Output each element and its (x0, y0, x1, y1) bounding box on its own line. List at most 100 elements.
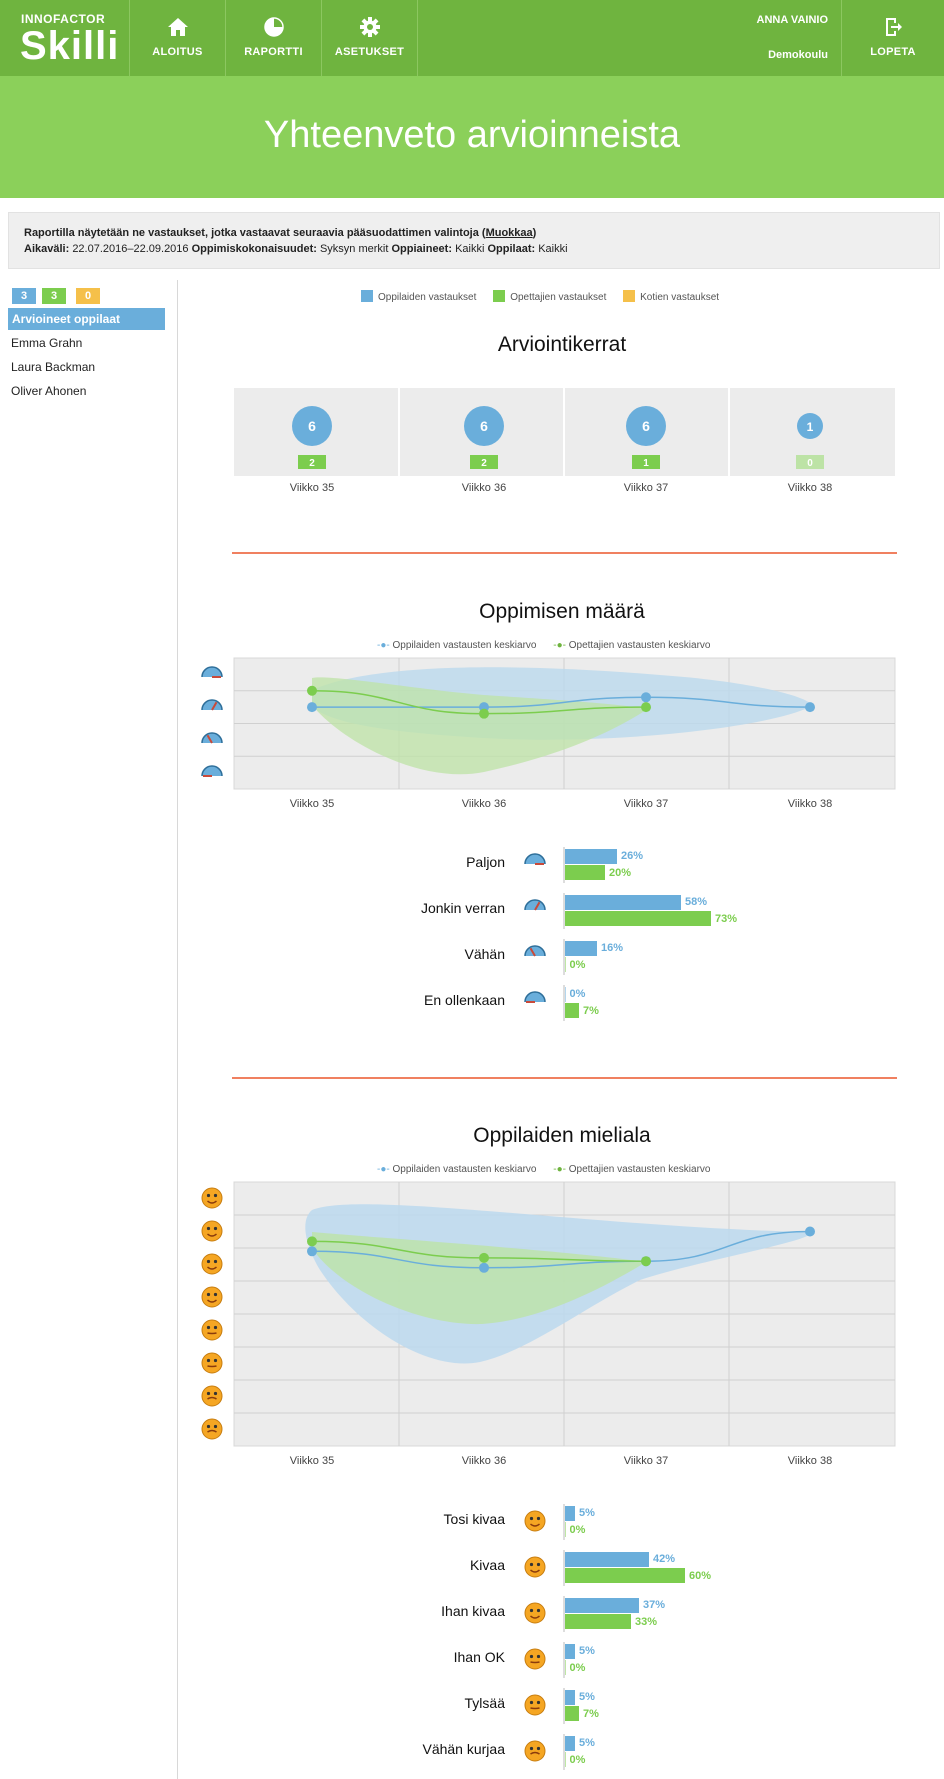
student-average-point (307, 1246, 317, 1257)
sidebar-item-student[interactable]: Emma Grahn (11, 336, 83, 350)
student-session-circle (626, 406, 666, 446)
level-smiley-icon (524, 1648, 546, 1670)
student-average-point (805, 702, 815, 713)
home-icon (167, 18, 188, 36)
nav-settings[interactable]: ASETUKSET (322, 0, 418, 76)
gauge-rim (524, 945, 546, 957)
teacher-bar (565, 1522, 566, 1537)
teacher-session-count: 2 (309, 458, 315, 469)
school-name: Demokoulu (768, 49, 828, 61)
learning-axis-icons (201, 666, 223, 777)
student-session-circle (464, 406, 504, 446)
filter-intro: Raportilla näytetään ne vastaukset, jotk… (24, 227, 486, 239)
line-legend-students[interactable]: -●- Oppilaiden vastausten keskiarvo (377, 640, 536, 651)
mood-smiley-icon (201, 1286, 223, 1308)
student-session-count: 6 (642, 418, 650, 434)
week-label: Viikko 35 (289, 1455, 335, 1467)
student-bar-value: 5% (579, 1645, 595, 1657)
level-smiley-icon (524, 1602, 546, 1624)
smiley-eye (529, 1608, 534, 1613)
period-value: 22.07.2016–22.09.2016 (72, 243, 189, 255)
edit-filter-link[interactable]: Muokkaa (485, 227, 533, 239)
teacher-bar-value: 60% (689, 1570, 711, 1582)
smiley-eye (536, 1608, 541, 1613)
week-label: Viikko 36 (461, 482, 507, 494)
student-count-badge[interactable]: 3 (12, 288, 36, 304)
legend-item-homes[interactable]: Kotien vastaukset (623, 290, 719, 303)
green-line-marker: -●- (553, 1164, 566, 1175)
teacher-average-point (641, 702, 651, 713)
students-label: Oppilaat: (487, 243, 536, 255)
smiley-eye (206, 1259, 211, 1264)
level-smiley-icon (524, 1556, 546, 1578)
nav-report[interactable]: RAPORTTI (226, 0, 322, 76)
student-bar-value: 0% (570, 988, 586, 1000)
sessions-marks: 6 2 6 2 6 1 1 0 (292, 406, 824, 469)
gauge-rim (524, 899, 546, 911)
gauge-rim (201, 765, 223, 777)
teacher-count-badge[interactable]: 3 (42, 288, 66, 304)
smiley-face (201, 1418, 223, 1440)
mood-lines (307, 1226, 815, 1273)
legend-item-teachers[interactable]: Opettajien vastaukset (493, 290, 606, 303)
teacher-bar (565, 865, 605, 880)
student-bar (565, 1644, 575, 1659)
unit-value: Syksyn merkit (319, 243, 389, 255)
mood-line-chart (201, 1181, 896, 1447)
student-bar (565, 1552, 649, 1567)
student-session-circle (292, 406, 332, 446)
sidebar-item-student[interactable]: Laura Backman (11, 360, 96, 374)
nav-home[interactable]: ALOITUS (130, 0, 226, 76)
smiley-face (524, 1556, 546, 1578)
brand-small-text: INNOFACTOR (21, 12, 106, 26)
smiley-face (201, 1385, 223, 1407)
sidebar-item-student[interactable]: Oliver Ahonen (11, 384, 87, 398)
gear-icon (359, 17, 380, 37)
line-legend-students[interactable]: -●- Oppilaiden vastausten keskiarvo (377, 1164, 536, 1175)
level-smiley-icon (524, 1740, 546, 1762)
learning-gauge-icon (201, 765, 223, 777)
teacher-range-band (312, 1232, 646, 1325)
level-label: Vähän (464, 946, 505, 962)
student-bar-value: 37% (643, 1599, 665, 1611)
level-gauge-icon (524, 945, 546, 957)
mood-line-legend: -●- Oppilaiden vastausten keskiarvo -●- … (377, 1164, 710, 1175)
user-name[interactable]: ANNA VAINIO (756, 14, 829, 26)
teacher-session-badge (632, 455, 660, 469)
app-logo[interactable]: INNOFACTOR Skilli (0, 0, 130, 76)
mood-smiley-icon (201, 1253, 223, 1275)
logout-button[interactable]: LOPETA (841, 0, 944, 76)
student-bar-value: 5% (579, 1507, 595, 1519)
legend-item-students[interactable]: Oppilaiden vastaukset (361, 290, 477, 303)
smiley-eye (536, 1746, 541, 1751)
teacher-bar (565, 1752, 566, 1767)
mood-axis-icons (201, 1187, 223, 1440)
week-label: Viikko 37 (623, 482, 669, 494)
teacher-average-point (479, 1252, 489, 1263)
student-bar-value: 5% (579, 1737, 595, 1749)
smiley-mouth (207, 1299, 217, 1303)
level-label: Vähän kurjaa (422, 1741, 505, 1757)
level-label: En ollenkaan (424, 992, 505, 1008)
gauge-rim (201, 666, 223, 678)
nav-home-label: ALOITUS (152, 46, 203, 58)
mood-bar-chart: 5% 0% 42% 60% 37% 33% 5% 0% 5% 7% 5% 0% (524, 1504, 711, 1770)
smiley-eye (206, 1358, 211, 1363)
teacher-average-point (479, 708, 489, 719)
student-session-circle (797, 413, 823, 439)
line-legend-teachers[interactable]: -●- Opettajien vastausten keskiarvo (553, 640, 710, 651)
legend-students-label: Oppilaiden vastaukset (378, 292, 477, 303)
student-bar (565, 1598, 639, 1613)
smiley-mouth (207, 1365, 217, 1368)
teacher-bar (565, 911, 711, 926)
sidebar-item-all-students[interactable]: Arvioineet oppilaat (8, 308, 165, 330)
student-bar (565, 1690, 575, 1705)
line-legend-teachers[interactable]: -●- Opettajien vastausten keskiarvo (553, 1164, 710, 1175)
student-bar (565, 987, 566, 1002)
sessions-chart: 6 2 6 2 6 1 1 0 (234, 388, 895, 476)
home-count-badge[interactable]: 0 (76, 288, 100, 304)
smiley-face (524, 1740, 546, 1762)
student-bar (565, 895, 681, 910)
level-label: Paljon (466, 854, 505, 870)
filter-values-line: Aikaväli: 22.07.2016–22.09.2016 Oppimisk… (24, 241, 924, 257)
